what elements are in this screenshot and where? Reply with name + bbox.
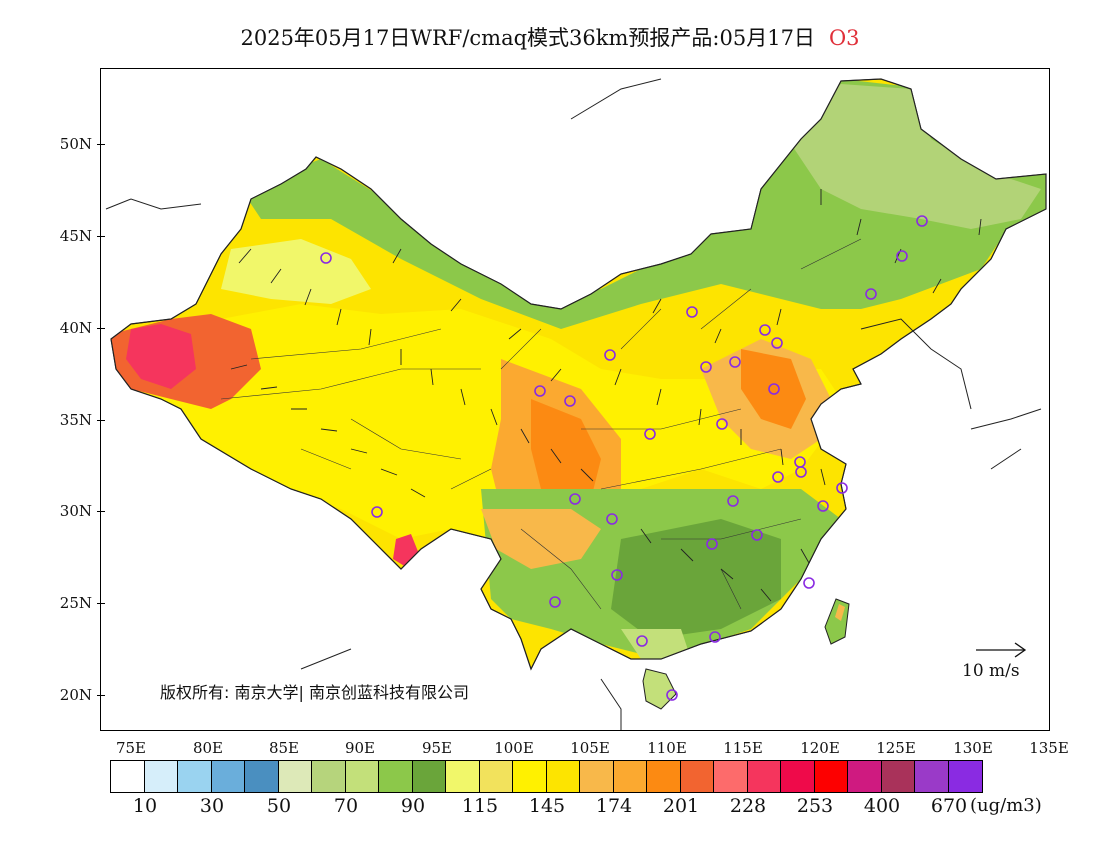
colorbar-swatch (412, 761, 446, 792)
title-text: 2025年05月17日WRF/cmaq模式36km预报产品:05月17日 (240, 26, 815, 50)
lon-label-135e: 135E (1029, 739, 1069, 757)
lat-label-40n: 40N (52, 319, 105, 337)
lon-label-95e: 95E (421, 739, 453, 757)
colorbar-swatch (379, 761, 413, 792)
station-markers (320, 215, 928, 701)
lon-label-110e: 110E (647, 739, 687, 757)
colorbar-swatch (747, 761, 781, 792)
lat-label-35n: 35N (52, 411, 105, 429)
colorbar-swatch (312, 761, 346, 792)
colorbar-swatch (948, 761, 982, 792)
colorbar-label: 201 (662, 795, 700, 817)
colorbar-swatch (513, 761, 547, 792)
lon-label-80e: 80E (192, 739, 224, 757)
colorbar-label: 670 (930, 795, 968, 817)
colorbar-swatch (915, 761, 949, 792)
colorbar-swatch (781, 761, 815, 792)
lon-label-130e: 130E (953, 739, 993, 757)
colorbar-label: 115 (461, 795, 499, 817)
colorbar-swatch (680, 761, 714, 792)
colorbar-swatch (881, 761, 915, 792)
colorbar-swatch (479, 761, 513, 792)
colorbar-swatch (211, 761, 245, 792)
lon-label-120e: 120E (800, 739, 840, 757)
colorbar-swatch (245, 761, 279, 792)
lat-label-50n: 50N (52, 135, 105, 153)
wind-reference-arrow-icon (976, 642, 1027, 658)
lat-label-25n: 25N (52, 594, 105, 612)
map-title: 2025年05月17日WRF/cmaq模式36km预报产品:05月17日 O3 (0, 22, 1100, 52)
colorbar-label: 253 (796, 795, 834, 817)
colorbar-label: 174 (595, 795, 633, 817)
lon-label-125e: 125E (876, 739, 916, 757)
colorbar-label: 90 (400, 795, 426, 817)
lat-label-30n: 30N (52, 502, 105, 520)
wind-vectors (230, 189, 982, 602)
colorbar-label: 400 (863, 795, 901, 817)
species-label: O3 (828, 26, 860, 50)
copyright-notice: 版权所有: 南京大学| 南京创蓝科技有限公司 (160, 683, 469, 702)
colorbar-label: 50 (266, 795, 292, 817)
colorbar-swatch (814, 761, 848, 792)
colorbar-swatch (580, 761, 614, 792)
lon-label-75e: 75E (115, 739, 147, 757)
colorbar-swatch (345, 761, 379, 792)
colorbar-label: 30 (199, 795, 225, 817)
colorbar-swatch (144, 761, 178, 792)
lon-label-115e: 115E (723, 739, 763, 757)
colorbar-label: 228 (729, 795, 767, 817)
map-panel (100, 68, 1050, 731)
colorbar-label: 145 (528, 795, 566, 817)
colorbar-unit: (ug/m3) (970, 795, 1042, 816)
colorbar-swatch (546, 761, 580, 792)
colorbar-swatch (446, 761, 480, 792)
lon-label-100e: 100E (494, 739, 534, 757)
lat-label-20n: 20N (52, 686, 105, 704)
colorbar (110, 760, 983, 793)
colorbar-swatch (647, 761, 681, 792)
colorbar-swatch (714, 761, 748, 792)
colorbar-swatch (178, 761, 212, 792)
colorbar-swatch (278, 761, 312, 792)
lon-label-85e: 85E (268, 739, 300, 757)
colorbar-swatch (848, 761, 882, 792)
colorbar-swatch (111, 761, 145, 792)
lon-label-90e: 90E (344, 739, 376, 757)
colorbar-label: 10 (132, 795, 158, 817)
ozone-map (105, 78, 1047, 730)
colorbar-swatch (613, 761, 647, 792)
wind-reference-label: 10 m/s (962, 661, 1020, 681)
lon-label-105e: 105E (570, 739, 610, 757)
colorbar-label: 70 (333, 795, 359, 817)
lat-label-45n: 45N (52, 227, 105, 245)
